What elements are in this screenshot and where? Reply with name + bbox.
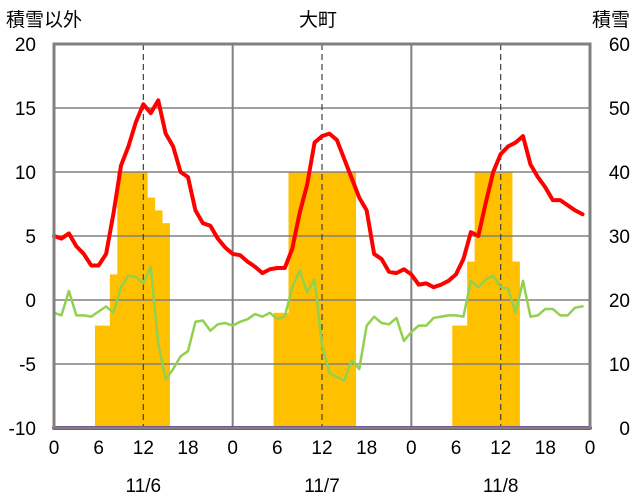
right-y-tick-label: 40	[609, 163, 630, 184]
x-tick-label: 18	[535, 438, 556, 459]
date-label: 11/6	[126, 476, 162, 497]
left-y-tick-label: 10	[15, 163, 36, 184]
left-y-tick-label: 15	[15, 99, 36, 120]
x-tick-label: 0	[227, 438, 238, 459]
x-tick-label: 12	[133, 438, 154, 459]
snow-bar	[281, 312, 290, 428]
snow-bar	[467, 261, 476, 428]
x-ticks: 0 6 12 18 0 6 12 18 0 6 12 18 0	[49, 438, 596, 459]
snow-bar	[102, 325, 111, 428]
right-y-tick-label: 20	[609, 291, 630, 312]
right-y-ticks: 60 50 40 30 20 10 0	[609, 35, 630, 440]
x-tick-label: 6	[272, 438, 283, 459]
snow-bar	[154, 210, 163, 428]
green-line	[52, 265, 584, 382]
right-y-tick-label: 60	[609, 35, 630, 56]
date-labels: 11/6 11/7 11/8	[126, 476, 519, 497]
right-y-tick-label: 0	[619, 419, 630, 440]
snow-bar	[452, 325, 461, 428]
snow-bar	[459, 325, 468, 428]
right-axis-label: 積雪	[592, 9, 630, 31]
left-y-ticks: 20 15 10 5 0 -5 -10	[9, 35, 36, 440]
snow-bar	[147, 197, 156, 428]
snow-bar	[273, 312, 282, 428]
x-tick-label: 6	[451, 438, 462, 459]
right-y-tick-label: 50	[609, 99, 630, 120]
x-tick-label: 12	[311, 438, 332, 459]
x-tick-label: 0	[585, 438, 596, 459]
left-y-tick-label: 20	[15, 35, 36, 56]
date-label: 11/8	[483, 476, 519, 497]
left-y-tick-label: 5	[25, 227, 36, 248]
right-y-tick-label: 10	[609, 355, 630, 376]
right-y-tick-label: 30	[609, 227, 630, 248]
x-tick-label: 0	[49, 438, 60, 459]
left-y-tick-label: 0	[25, 291, 36, 312]
red-line	[52, 98, 585, 290]
date-label: 11/7	[304, 476, 340, 497]
left-y-tick-label: -5	[19, 355, 36, 376]
snow-bar	[109, 274, 118, 428]
x-tick-label: 12	[490, 438, 511, 459]
snow-bar	[511, 261, 520, 428]
x-tick-label: 6	[93, 438, 104, 459]
x-tick-label: 18	[177, 438, 198, 459]
plot-frame	[52, 42, 592, 430]
chart-title: 大町	[299, 9, 337, 31]
snow-bar	[161, 223, 170, 428]
x-tick-label: 18	[356, 438, 377, 459]
x-tick-label: 0	[406, 438, 417, 459]
left-y-tick-label: -10	[9, 419, 36, 440]
snow-bar	[94, 325, 103, 428]
left-axis-label: 積雪以外	[6, 9, 82, 31]
